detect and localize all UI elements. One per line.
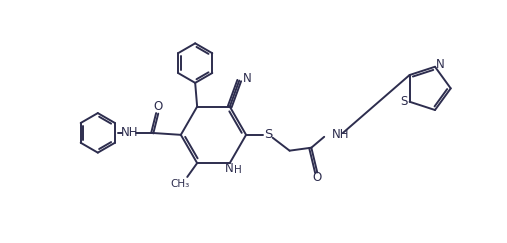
Text: N: N [436, 58, 444, 71]
Text: N: N [243, 72, 252, 85]
Text: NH: NH [332, 128, 350, 141]
Text: CH₃: CH₃ [171, 179, 190, 189]
Text: NH: NH [121, 126, 138, 139]
Text: O: O [313, 171, 322, 184]
Text: S: S [264, 128, 272, 141]
Text: H: H [234, 165, 241, 175]
Text: S: S [400, 95, 407, 108]
Text: N: N [225, 162, 233, 174]
Text: O: O [154, 100, 163, 113]
